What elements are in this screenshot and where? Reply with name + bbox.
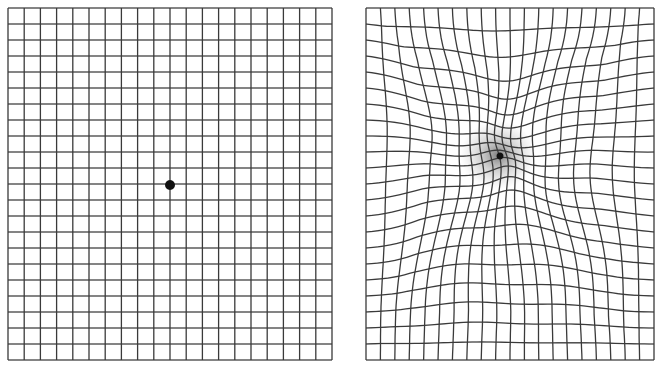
grid-line (365, 119, 655, 140)
grid-line (366, 135, 655, 149)
distorted-dot (496, 152, 504, 160)
grid-line (365, 71, 655, 100)
grid-line (422, 7, 448, 361)
grid-line (557, 7, 583, 361)
grid-line (519, 7, 540, 361)
grid-line (365, 301, 655, 313)
normal-grid (7, 7, 333, 361)
grid-line (365, 87, 655, 116)
grid-line (365, 55, 655, 82)
grid-line (365, 223, 655, 249)
grid-line (365, 175, 655, 201)
grid-line (437, 7, 461, 361)
grid-line (365, 149, 655, 158)
grid-line (365, 263, 655, 281)
grid-line (451, 7, 474, 361)
fixation-dot (165, 180, 175, 190)
grid-line (365, 39, 655, 59)
grid-line (365, 341, 654, 345)
grid-line (365, 282, 655, 297)
grid-line (365, 23, 655, 32)
grid-line (394, 7, 411, 361)
grid-line (365, 103, 655, 129)
distorted-grid (365, 7, 655, 361)
grid-line (544, 7, 569, 361)
grid-line (365, 205, 655, 233)
grid-line (365, 165, 655, 185)
grid-line (365, 243, 655, 265)
grid-line (633, 7, 641, 361)
grid-line (379, 7, 388, 360)
grid-line (531, 7, 554, 361)
grid-line (365, 156, 655, 169)
grid-line (365, 189, 655, 217)
grid-line (365, 321, 654, 329)
